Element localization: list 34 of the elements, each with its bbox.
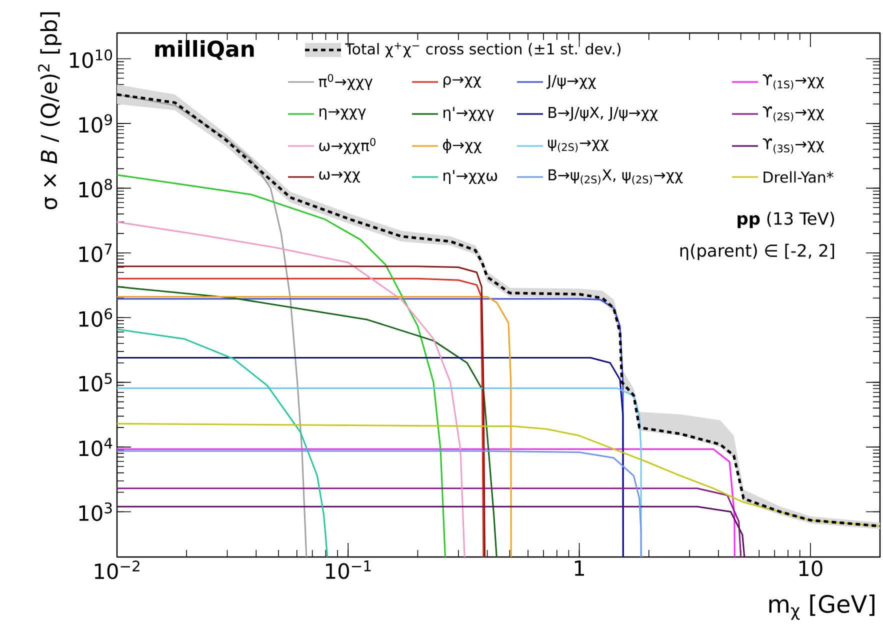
legend-label: ϕ→χχ [443, 138, 482, 154]
x-axis-title: m$_{χ}$ [GeV] [769, 594, 874, 620]
x-tick-label: 10$^{−2}$ [94, 560, 140, 580]
y-tick-label: 10$^{3}$ [79, 502, 112, 522]
legend-label: ϒ$_{(3S)}$→χχ [762, 138, 824, 154]
chart-title: milliQan [155, 40, 254, 60]
y-tick-label: 10$^{9}$ [79, 114, 112, 133]
y-tick-label: 10$^{7}$ [79, 244, 112, 262]
x-tick-label: 1 [574, 560, 584, 576]
y-tick-label: 10$^{10}$ [70, 49, 112, 68]
legend-label: η'→χχγ [444, 106, 494, 121]
y-tick-label: 10$^{6}$ [79, 308, 112, 327]
legend-label: ϒ$_{(1S)}$→χχ [762, 74, 824, 90]
legend-label: ω→χχπ$^{0}$ [319, 138, 376, 154]
legend-label: ψ$_{(2S)}$→χχ [548, 140, 608, 152]
legend-label: ρ→χχ [444, 76, 482, 88]
legend-label: η'→χχω [444, 170, 498, 184]
x-tick-label: 10 [799, 560, 822, 576]
legend-label: η→χχγ [320, 108, 366, 120]
y-axis-title: σ × B / (Q/e)$^{2}$ [pb] [38, 12, 62, 210]
y-tick-label: 10$^{4}$ [79, 438, 112, 456]
y-tick-label: 10$^{5}$ [79, 373, 112, 392]
annotation: η(parent) ∈ [-2, 2] [680, 244, 834, 260]
y-tick-label: 10$^{8}$ [79, 178, 112, 198]
annotation: pp (13 TeV) [738, 212, 834, 228]
legend-label: Drell-Yan* [764, 171, 834, 183]
legend-label: Total χ$^{+}$χ$^{−}$ cross section (±1 st. dev.) [345, 42, 620, 58]
legend-label: ω→χχ [319, 171, 360, 183]
legend-label: ϒ$_{(2S)}$→χχ [762, 106, 824, 122]
legend-label: B→J/ψX, J/ψ→χχ [548, 106, 658, 121]
legend-label: B→ψ$_{(2S)}$X, ψ$_{(2S)}$→χχ [548, 169, 683, 185]
legend-label: J/ψ→χχ [546, 74, 596, 89]
legend-label: π$^{0}$→χχγ [318, 74, 373, 90]
x-tick-label: 10$^{−1}$ [326, 560, 371, 579]
